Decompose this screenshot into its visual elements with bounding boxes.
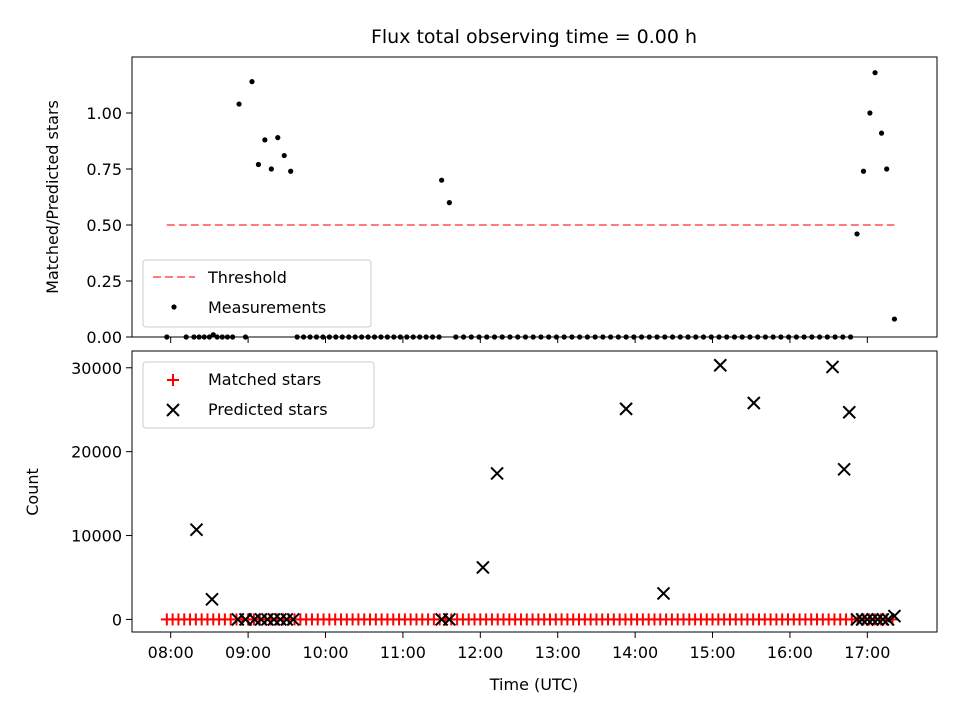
measurement-point-16: [268, 166, 274, 172]
predicted-star-17: [713, 358, 727, 372]
top-y-axis-label: Matched/Predicted stars: [43, 100, 62, 294]
top-y-tick-label-2: 0.50: [86, 216, 122, 235]
bottom-x-tick-label-4: 12:00: [457, 643, 503, 662]
bottom-legend-box: [142, 361, 375, 429]
measurement-point-101: [878, 130, 885, 136]
predicted-star-16: [656, 586, 671, 601]
legend-predicted-label: Predicted stars: [208, 400, 328, 419]
top-plot-frame: [131, 56, 938, 338]
bottom-y-tick-label-2: 20000: [71, 443, 122, 462]
bottom-x-tick-label-0: 08:00: [148, 643, 194, 662]
top-y-tick-label-4: 1.00: [86, 104, 122, 123]
predicted-star-23: [855, 612, 869, 627]
bottom-x-tick-label-3: 11:00: [380, 643, 426, 662]
predicted-star-15: [619, 402, 633, 416]
predicted-star-20: [837, 462, 851, 476]
bottom-y-axis-label: Count: [23, 468, 42, 516]
predicted-star-26: [870, 612, 885, 627]
top-legend: Threshold Measurements: [142, 259, 372, 328]
bottom-x-tick-label-1: 09:00: [225, 643, 271, 662]
legend-measurements-swatch: [171, 304, 177, 310]
legend-predicted-swatch: [166, 403, 180, 417]
predicted-star-0: [189, 522, 204, 537]
top-panel-title: Flux total observing time = 0.00 h: [371, 26, 697, 48]
legend-matched-label: Matched stars: [208, 370, 321, 389]
predicted-star-8: [273, 612, 288, 627]
matched-stars-points: [160, 613, 899, 626]
predicted-star-13: [476, 560, 490, 575]
predicted-star-25: [865, 612, 880, 627]
measurement-point-18: [281, 152, 287, 159]
predicted-star-18: [747, 396, 761, 410]
measurement-point-99: [867, 110, 873, 116]
predicted-star-28: [881, 612, 895, 627]
top-y-tick-label-3: 0.75: [86, 160, 122, 179]
bottom-x-ticks: 08:00 09:00 10:00 11:00 12:00 13:00 14:00 15:00…: [148, 632, 890, 662]
predicted-star-27: [876, 612, 890, 627]
measurement-point-102: [884, 166, 890, 172]
bottom-y-tick-label-0: 0: [112, 610, 122, 629]
predicted-star-24: [860, 612, 875, 627]
predicted-star-14: [490, 466, 504, 481]
predicted-star-12: [442, 612, 457, 627]
bottom-y-ticks: 0 10000 20000 30000: [71, 359, 132, 629]
measurement-point-19: [288, 168, 294, 174]
predicted-star-1: [205, 592, 219, 606]
bottom-plot-frame: [131, 350, 938, 633]
legend-matched-swatch: [167, 374, 179, 386]
predicted-star-19: [825, 360, 840, 374]
measurement-point-100: [872, 70, 878, 76]
bottom-x-tick-label-9: 17:00: [844, 643, 890, 662]
predicted-star-7: [267, 612, 281, 627]
predicted-star-22: [850, 612, 864, 627]
bottom-y-tick-label-3: 30000: [71, 359, 122, 378]
predicted-star-9: [280, 612, 294, 627]
measurement-point-13: [249, 79, 255, 85]
measurement-point-11: [236, 101, 242, 107]
bottom-y-tick-label-1: 10000: [71, 527, 122, 546]
measurement-point-103: [891, 316, 898, 322]
predicted-stars-points: [189, 358, 902, 627]
bottom-x-tick-label-6: 14:00: [612, 643, 658, 662]
bottom-x-tick-label-7: 15:00: [689, 643, 735, 662]
bottom-x-tick-label-2: 10:00: [302, 643, 348, 662]
predicted-star-4: [247, 612, 262, 627]
bottom-x-axis-label: Time (UTC): [489, 675, 578, 694]
legend-measurements-label: Measurements: [208, 298, 326, 317]
top-y-tick-label-1: 0.25: [86, 272, 122, 291]
predicted-star-21: [842, 405, 856, 419]
measurement-point-15: [262, 137, 268, 143]
top-legend-box: [142, 259, 372, 328]
predicted-star-5: [254, 612, 268, 627]
top-x-ticks: [170, 337, 868, 343]
bottom-x-tick-label-5: 13:00: [535, 643, 581, 662]
bottom-legend: Matched stars Predicted stars: [142, 361, 375, 429]
bottom-x-tick-label-8: 16:00: [767, 643, 813, 662]
measurement-point-98: [860, 168, 867, 174]
legend-threshold-label: Threshold: [207, 268, 287, 287]
measurement-point-43: [439, 177, 445, 183]
predicted-star-10: [286, 612, 300, 627]
measurement-point-6: [210, 332, 216, 338]
top-y-tick-label-0: 0.00: [86, 328, 122, 347]
measurement-point-44: [446, 200, 452, 206]
measurement-point-17: [275, 135, 281, 141]
predicted-star-29: [887, 609, 902, 623]
top-y-ticks: 0.00 0.25 0.50 0.75 1.00: [86, 104, 132, 347]
measurement-point-14: [255, 161, 262, 168]
predicted-star-6: [260, 612, 275, 627]
measurement-point-97: [854, 231, 860, 237]
top-panel: Flux total observing time = 0.00 h Match…: [43, 26, 938, 347]
